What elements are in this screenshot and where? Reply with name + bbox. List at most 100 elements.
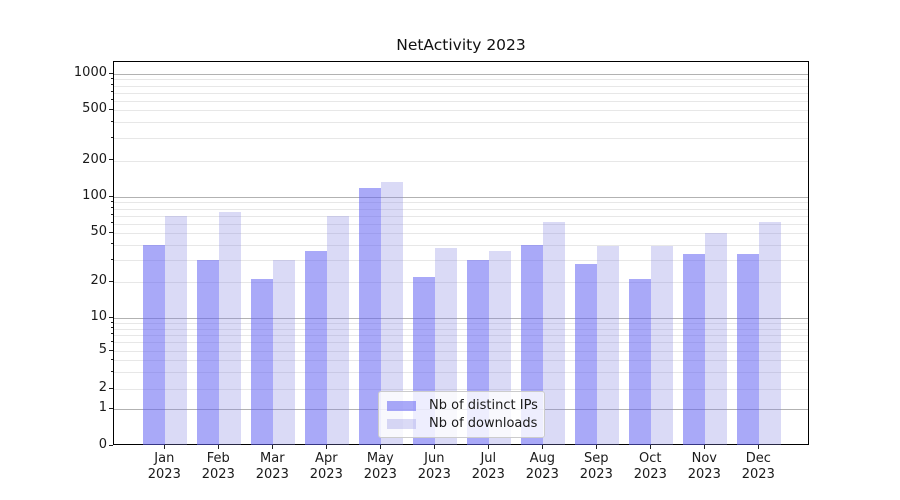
y-minor-tick-mark-4 [110, 358, 113, 360]
x-tick-year: 2023 [201, 467, 235, 482]
y-minor-tick-mark-80 [110, 207, 113, 209]
x-tick-mark-may [379, 445, 381, 449]
x-tick-month: Apr [315, 451, 338, 466]
y-tick-label-100: 100 [82, 188, 107, 203]
y-tick-label-50: 50 [90, 224, 107, 239]
gridline-minor-800 [114, 85, 808, 87]
y-minor-tick-mark-900 [110, 77, 113, 79]
x-tick-label-sep: Sep 2023 [566, 451, 626, 483]
gridline-minor-900 [114, 79, 808, 81]
y-tick-mark-20 [109, 280, 113, 282]
gridline-minor-9 [114, 323, 808, 325]
gridline-minor-90 [114, 202, 808, 204]
x-tick-month: Jan [154, 451, 175, 466]
x-tick-year: 2023 [687, 467, 721, 482]
x-tick-year: 2023 [255, 467, 289, 482]
y-tick-label-0: 0 [98, 437, 107, 452]
x-tick-label-jun: Jun 2023 [404, 451, 464, 483]
bar-distinct-ips-apr [305, 250, 328, 445]
x-tick-year: 2023 [525, 467, 559, 482]
bar-downloads-sep [597, 246, 620, 445]
x-tick-month: Feb [206, 451, 230, 466]
y-minor-tick-mark-60 [110, 222, 113, 224]
x-tick-year: 2023 [579, 467, 613, 482]
x-tick-month: Nov [691, 451, 717, 466]
y-minor-tick-mark-70 [110, 214, 113, 216]
x-tick-label-feb: Feb 2023 [188, 451, 248, 483]
bar-distinct-ips-jan [143, 244, 166, 445]
x-tick-month: Aug [529, 451, 555, 466]
bar-downloads-oct [651, 246, 674, 445]
bar-distinct-ips-mar [251, 279, 274, 445]
y-minor-tick-mark-600 [110, 99, 113, 101]
y-minor-tick-mark-90 [110, 200, 113, 202]
x-tick-year: 2023 [471, 467, 505, 482]
y-tick-mark-1000 [109, 72, 113, 74]
y-minor-tick-mark-400 [110, 120, 113, 122]
gridline-minor-20 [114, 282, 808, 283]
y-tick-mark-50 [109, 231, 113, 233]
x-tick-label-nov: Nov 2023 [674, 451, 734, 483]
gridline-major-1000 [114, 74, 808, 75]
gridline-minor-6 [114, 342, 808, 344]
gridline-minor-80 [114, 208, 808, 210]
x-tick-label-jan: Jan 2023 [134, 451, 194, 483]
y-tick-label-1: 1 [98, 400, 107, 415]
legend-item-downloads: Nb of downloads [387, 416, 538, 431]
y-tick-label-20: 20 [90, 273, 107, 288]
gridline-minor-400 [114, 122, 808, 124]
y-tick-mark-2 [109, 387, 113, 389]
x-tick-year: 2023 [147, 467, 181, 482]
y-tick-label-10: 10 [90, 309, 107, 324]
x-tick-year: 2023 [363, 467, 397, 482]
x-tick-label-oct: Oct 2023 [620, 451, 680, 483]
legend: Nb of distinct IPs Nb of downloads [378, 391, 545, 438]
bar-downloads-jan [165, 215, 188, 445]
x-tick-label-apr: Apr 2023 [296, 451, 356, 483]
gridline-major-10 [114, 318, 808, 319]
gridline-minor-8 [114, 328, 808, 330]
x-tick-mark-apr [325, 445, 327, 449]
legend-swatch-distinct-ips [387, 400, 416, 411]
x-tick-year: 2023 [741, 467, 775, 482]
x-tick-label-may: May 2023 [350, 451, 410, 483]
bar-downloads-dec [759, 221, 782, 445]
x-tick-mark-oct [649, 445, 651, 449]
x-tick-month: Mar [260, 451, 285, 466]
x-tick-month: Jun [424, 451, 445, 466]
y-tick-mark-0 [109, 444, 113, 446]
gridline-minor-40 [114, 244, 808, 246]
y-minor-tick-mark-40 [110, 243, 113, 245]
legend-item-distinct-ips: Nb of distinct IPs [387, 398, 538, 413]
bar-downloads-mar [273, 260, 296, 445]
gridline-minor-30 [114, 260, 808, 262]
gridline-minor-60 [114, 223, 808, 225]
x-tick-mark-mar [271, 445, 273, 449]
bar-downloads-nov [705, 233, 728, 445]
x-tick-month: Sep [584, 451, 609, 466]
x-tick-label-aug: Aug 2023 [512, 451, 572, 483]
x-tick-mark-jun [433, 445, 435, 449]
bar-downloads-aug [543, 221, 566, 445]
x-tick-month: Dec [745, 451, 771, 466]
bar-distinct-ips-sep [575, 264, 598, 445]
y-tick-label-500: 500 [82, 101, 107, 116]
x-tick-mark-feb [217, 445, 219, 449]
y-minor-tick-mark-9 [110, 321, 113, 323]
y-minor-tick-mark-7 [110, 333, 113, 335]
x-tick-mark-dec [757, 445, 759, 449]
x-tick-label-jul: Jul 2023 [458, 451, 518, 483]
legend-swatch-downloads [387, 418, 416, 429]
gridline-minor-2 [114, 389, 808, 390]
y-tick-mark-500 [109, 108, 113, 110]
gridline-minor-3 [114, 372, 808, 374]
y-minor-tick-mark-6 [110, 340, 113, 342]
gridline-minor-600 [114, 100, 808, 102]
x-tick-year: 2023 [309, 467, 343, 482]
legend-label-downloads: Nb of downloads [429, 416, 538, 431]
gridline-minor-4 [114, 360, 808, 362]
x-tick-mark-sep [595, 445, 597, 449]
y-tick-label-2: 2 [98, 380, 107, 395]
x-tick-year: 2023 [633, 467, 667, 482]
